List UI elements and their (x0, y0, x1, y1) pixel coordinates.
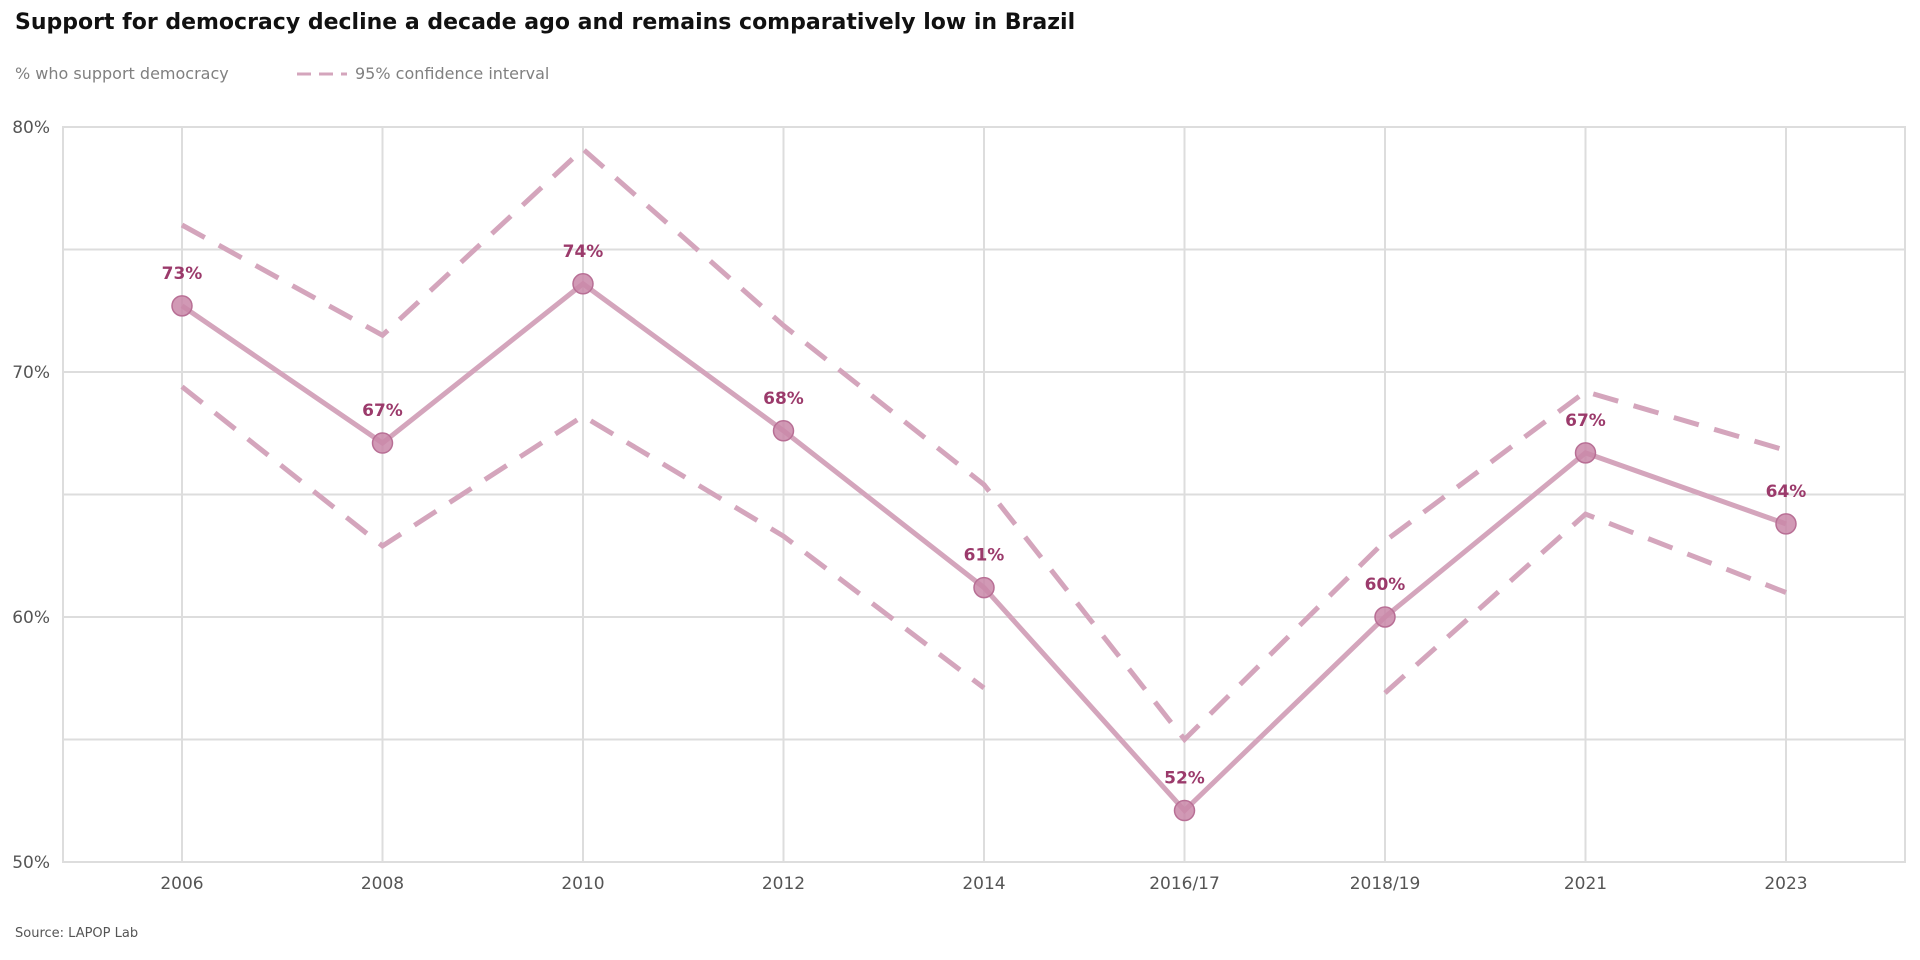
data-label: 52% (1164, 769, 1205, 789)
x-tick-label: 2006 (160, 874, 203, 894)
data-label: 74% (563, 242, 604, 262)
data-label: 68% (763, 389, 804, 409)
data-point (572, 273, 594, 295)
chart-title: Support for democracy decline a decade a… (15, 10, 1076, 35)
data-label: 73% (162, 264, 203, 284)
ci-lower-line (180, 384, 1787, 695)
source-note: Source: LAPOP Lab (15, 926, 139, 941)
data-point (772, 420, 795, 442)
data-point (1775, 513, 1797, 535)
data-label: 67% (362, 401, 403, 421)
data-label: 60% (1365, 575, 1406, 595)
legend-ci-label: 95% confidence interval (355, 64, 550, 83)
data-point (1574, 442, 1597, 464)
x-tick-label: 2008 (361, 874, 404, 894)
x-tick-label: 2014 (962, 874, 1005, 894)
data-point (973, 576, 995, 599)
data-point (171, 295, 193, 317)
x-tick-label: 2021 (1564, 874, 1607, 894)
y-tick-label: 50% (12, 853, 50, 873)
x-tick-label: 2016/17 (1149, 874, 1220, 894)
legend-ci-item: 95% confidence interval (297, 64, 549, 83)
y-tick-label: 70% (12, 363, 50, 383)
y-tick-label: 60% (12, 608, 50, 628)
data-point (1374, 606, 1396, 628)
x-tick-label: 2023 (1764, 874, 1807, 894)
legend-series-label: % who support democracy (15, 64, 229, 83)
x-tick-label: 2018/19 (1350, 874, 1421, 894)
ci-upper-line (180, 145, 1787, 744)
data-label: 61% (964, 546, 1005, 566)
data-label: 64% (1766, 482, 1807, 502)
data-label: 67% (1565, 411, 1606, 431)
x-tick-label: 2010 (561, 874, 604, 894)
data-point (371, 432, 394, 454)
legend-dash-swatch (297, 72, 347, 75)
y-tick-label: 80% (12, 118, 50, 138)
x-tick-label: 2012 (762, 874, 805, 894)
data-point (1173, 799, 1196, 822)
